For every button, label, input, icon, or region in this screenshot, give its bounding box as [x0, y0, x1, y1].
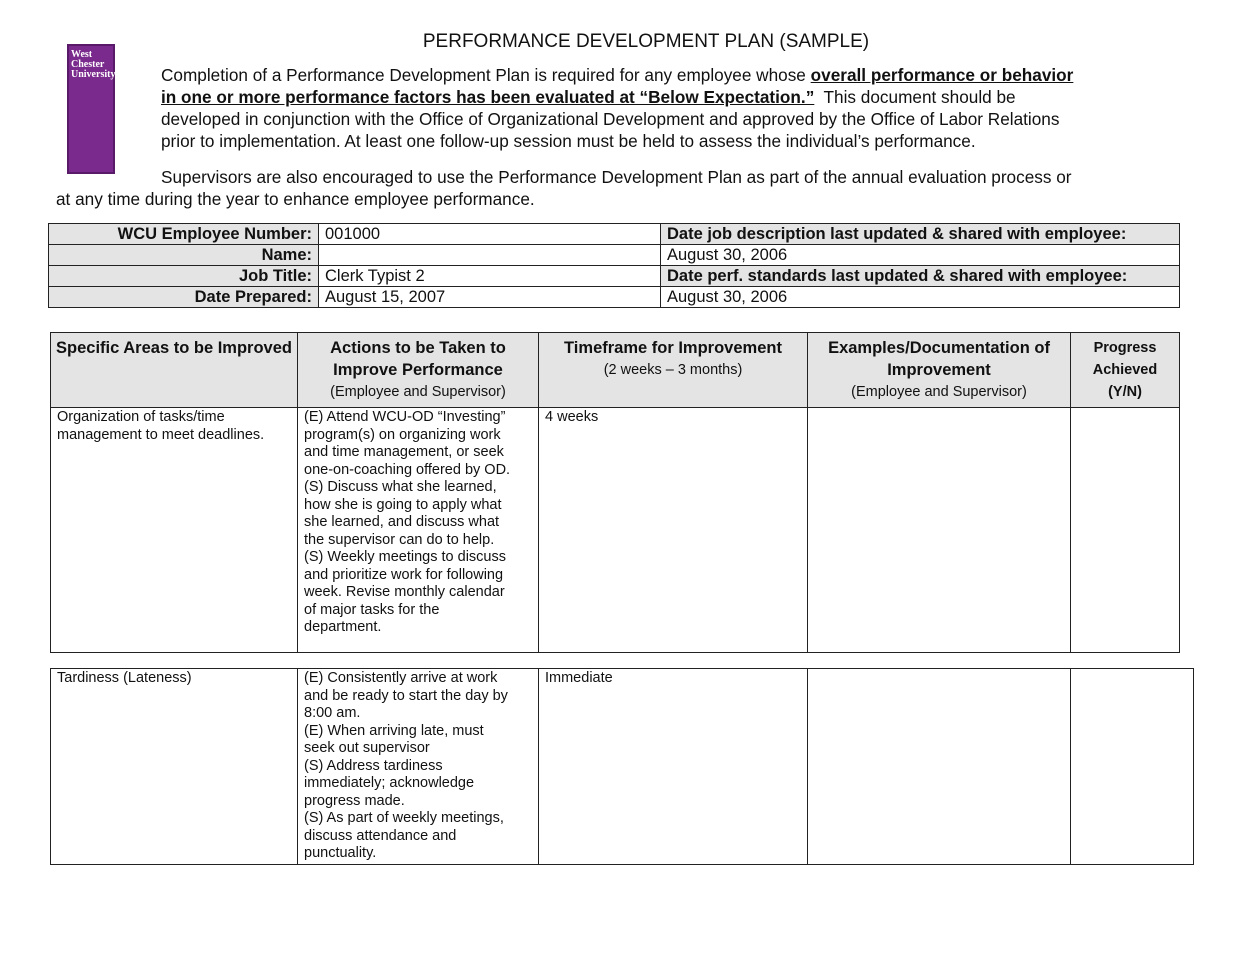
header-actions-sub: (Employee and Supervisor) [330, 384, 506, 400]
table-row: Organization of tasks/time management to… [50, 407, 1180, 653]
perf-std-date: August 30, 2006 [660, 286, 1180, 308]
intro-paragraph: Completion of a Performance Development … [161, 64, 1073, 152]
header-timeframe: Timeframe for Improvement [564, 339, 782, 357]
page-title: PERFORMANCE DEVELOPMENT PLAN (SAMPLE) [422, 31, 870, 52]
intro-text: developed in conjunction with the Office… [161, 109, 1060, 129]
progress-cell [1070, 668, 1194, 865]
header-examples-sub: (Employee and Supervisor) [851, 384, 1027, 400]
timeframe-cell: Immediate [538, 668, 808, 865]
date-prepared-label: Date Prepared: [48, 286, 319, 308]
area-cell: Organization of tasks/time management to… [50, 407, 298, 653]
intro-emphasis: overall performance or behavior [810, 65, 1074, 85]
job-desc-date: August 30, 2006 [660, 244, 1180, 266]
examples-cell [807, 668, 1071, 865]
header-actions: Actions to be Taken to Improve Performan… [330, 339, 506, 379]
name-value [318, 244, 661, 266]
intro-text: Completion of a Performance Development … [161, 65, 811, 85]
table-row: Tardiness (Lateness) (E) Consistently ar… [50, 668, 1194, 865]
actions-cell: (E) Consistently arrive at work and be r… [297, 668, 539, 865]
name-label: Name: [48, 244, 319, 266]
intro-emphasis: in one or more performance factors has b… [161, 87, 815, 107]
header-timeframe-sub: (2 weeks – 3 months) [603, 362, 743, 378]
employee-number-value: 001000 [318, 223, 661, 245]
date-prepared-value: August 15, 2007 [318, 286, 661, 308]
intro-text: prior to implementation. At least one fo… [161, 131, 976, 151]
timeframe-cell: 4 weeks [538, 407, 808, 653]
supervisor-note-line2: at any time during the year to enhance e… [56, 189, 535, 209]
job-title-value: Clerk Typist 2 [318, 265, 661, 287]
progress-cell [1070, 407, 1180, 653]
employee-number-label: WCU Employee Number: [48, 223, 319, 245]
plan-table-2: Tardiness (Lateness) (E) Consistently ar… [50, 668, 1194, 865]
header-examples: Examples/Documentation of Improvement [828, 339, 1050, 379]
employee-info-table: WCU Employee Number: 001000 Date job descr… [48, 223, 1180, 308]
area-cell: Tardiness (Lateness) [50, 668, 298, 865]
supervisor-note-line1: Supervisors are also encouraged to use t… [161, 167, 1072, 187]
header-progress: Progress Achieved (Y/N) [1092, 340, 1158, 400]
job-desc-label: Date job description last updated & shar… [660, 223, 1180, 245]
job-title-label: Job Title: [48, 265, 319, 287]
perf-std-label: Date perf. standards last updated & shar… [660, 265, 1180, 287]
examples-cell [807, 407, 1071, 653]
actions-cell: (E) Attend WCU-OD “Investing” program(s)… [297, 407, 539, 653]
university-logo: West Chester University [67, 44, 115, 174]
header-areas: Specific Areas to be Improved [56, 339, 292, 357]
intro-text: This document should be [814, 87, 1016, 107]
plan-table-1: Specific Areas to be Improved Actions to… [50, 332, 1180, 653]
